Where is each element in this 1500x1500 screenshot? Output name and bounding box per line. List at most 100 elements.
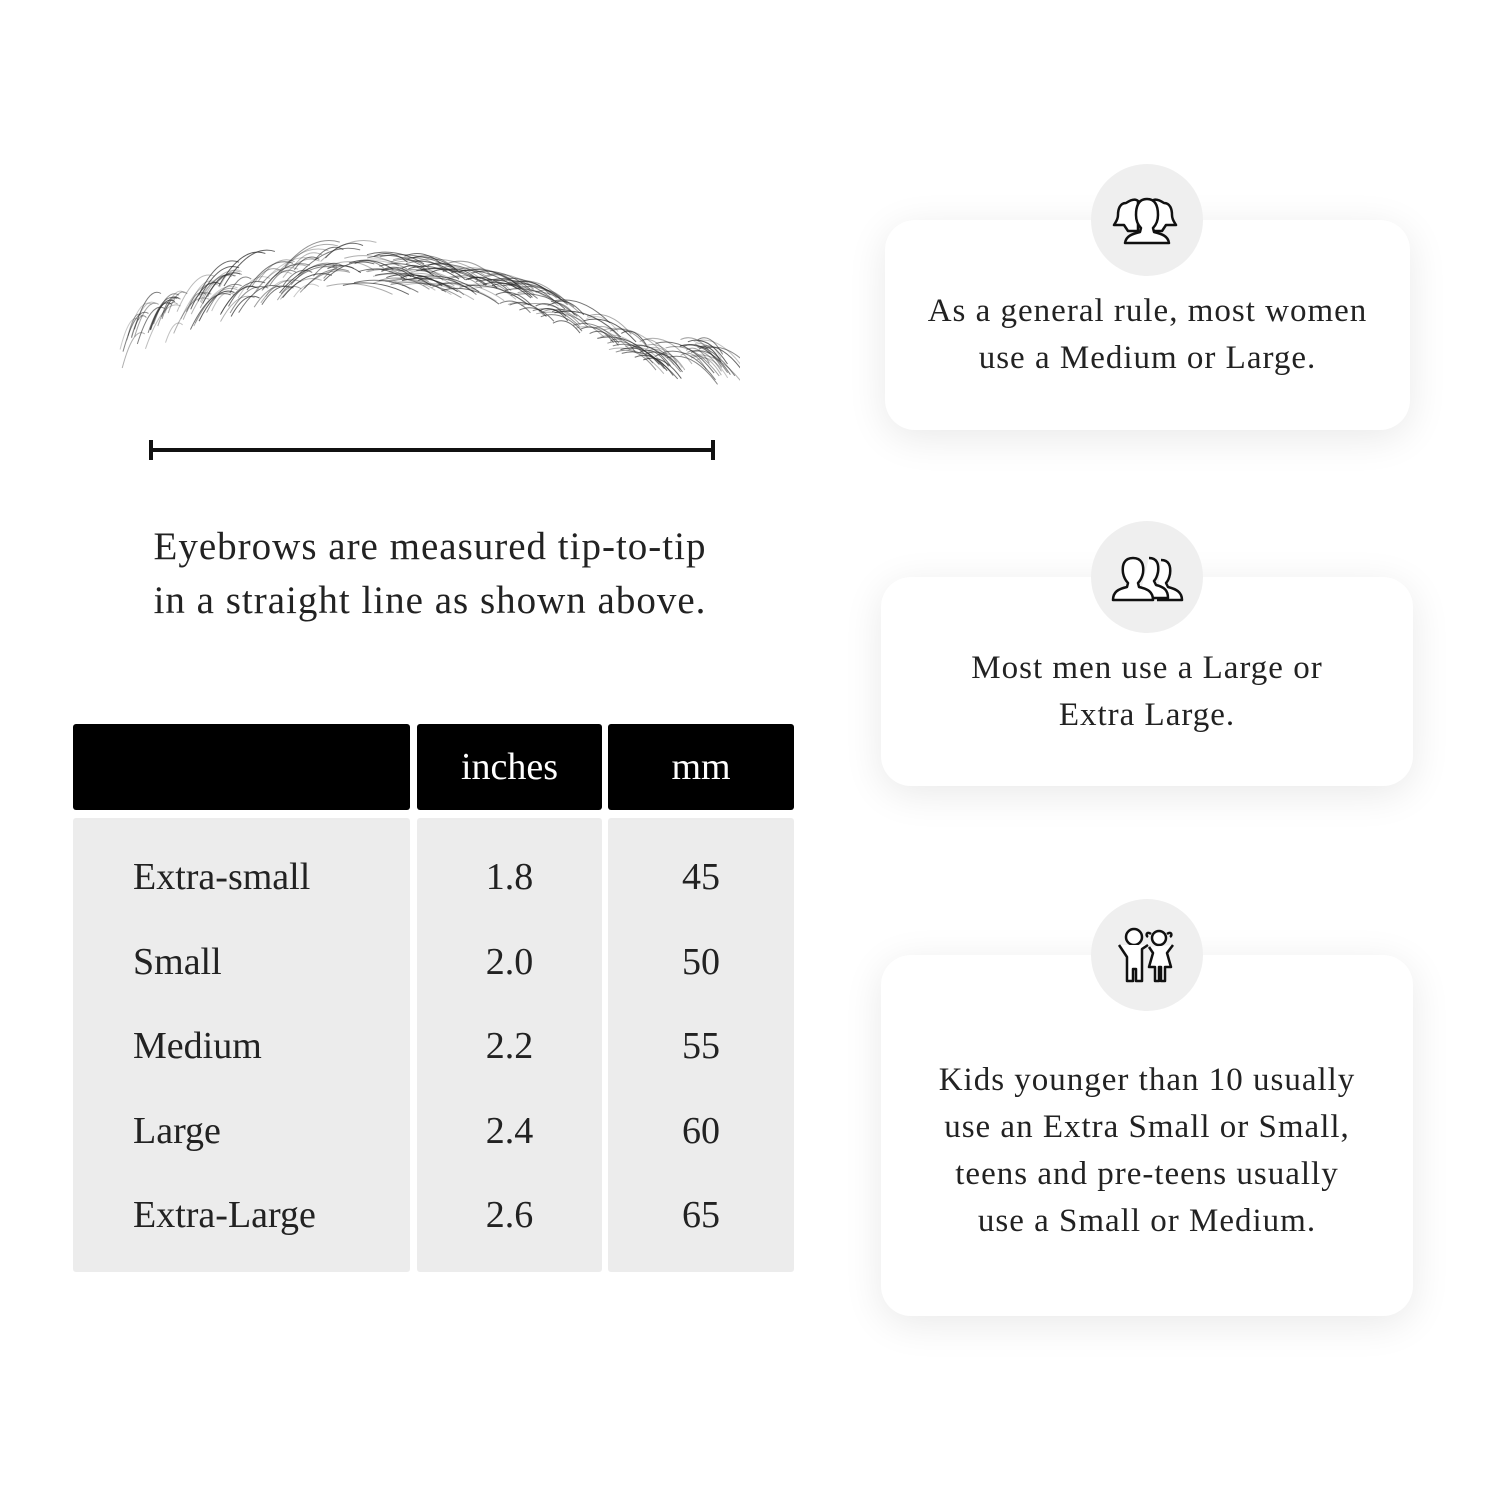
eyebrow-hair <box>261 263 311 291</box>
eyebrow-hair <box>493 277 562 301</box>
eyebrow-hair <box>134 302 159 337</box>
eyebrow-hair <box>353 279 419 293</box>
mm-value: 65 <box>682 1194 720 1236</box>
eyebrow-hair <box>465 276 498 289</box>
eyebrow-hair <box>131 315 147 339</box>
eyebrow-hair <box>643 344 678 363</box>
inches-column <box>417 818 602 1272</box>
eyebrow-hair <box>119 318 140 350</box>
eyebrow-hair <box>220 295 255 322</box>
caption-line: Eyebrows are measured tip-to-tip <box>153 525 707 568</box>
eyebrow-hair <box>186 292 207 313</box>
eyebrow-hair <box>645 351 683 373</box>
eyebrow-hair <box>503 283 575 308</box>
eyebrow-hair <box>495 291 532 306</box>
eyebrow-hair <box>265 280 293 297</box>
eyebrow-hair <box>656 352 686 371</box>
eyebrow-hair <box>696 357 729 379</box>
eyebrow-hair <box>408 265 460 280</box>
eyebrow-hair <box>190 293 231 330</box>
eyebrow-hair <box>441 287 500 305</box>
eyebrow-hair <box>253 267 299 295</box>
eyebrow-hair <box>436 282 477 295</box>
inches-value: 2.6 <box>485 1194 534 1236</box>
eyebrow-hair <box>372 273 440 288</box>
eyebrow-hair <box>126 302 153 341</box>
measurement-caption: Eyebrows are measured tip-to-tip in a st… <box>80 520 780 628</box>
eyebrow-hair <box>280 266 338 295</box>
eyebrow-hair <box>202 272 241 304</box>
eyebrow-hair <box>253 285 290 308</box>
eyebrow-hair <box>193 287 238 327</box>
eyebrow-hair <box>280 243 339 273</box>
mm-value: 50 <box>682 941 720 983</box>
eyebrow-hair <box>446 275 511 294</box>
eyebrow-hair <box>238 285 281 313</box>
eyebrow-hair <box>197 266 240 302</box>
eyebrow-hair <box>685 347 710 364</box>
eyebrow-hair <box>401 277 458 293</box>
inches-value: 1.8 <box>485 856 534 898</box>
eyebrow-hair <box>284 240 340 267</box>
eyebrow-hair <box>194 286 238 324</box>
eyebrow-hair <box>190 274 237 315</box>
eyebrow-hair <box>639 339 668 356</box>
eyebrow-hair <box>609 338 636 353</box>
eyebrow-hair <box>173 297 210 334</box>
mm-column <box>608 818 794 1272</box>
eyebrow-hair <box>639 349 669 367</box>
eyebrow-hair <box>389 278 447 293</box>
eyebrow-hair <box>260 279 302 304</box>
eyebrow-hair <box>415 258 487 277</box>
size-column <box>73 818 410 1272</box>
eyebrow-hair <box>607 340 654 364</box>
eyebrow-hair <box>354 260 413 273</box>
eyebrow-hair <box>279 264 338 294</box>
eyebrow-hair <box>690 350 731 375</box>
eyebrow-hair <box>536 311 605 338</box>
eyebrow-hair <box>487 273 534 290</box>
size-label: Medium <box>133 1025 262 1067</box>
eyebrow-hair <box>255 257 316 292</box>
measurement-line <box>149 440 715 460</box>
eyebrow-hair <box>405 256 457 270</box>
eyebrow-hair <box>313 262 343 277</box>
eyebrow-hair <box>265 271 292 288</box>
kids-icon <box>1091 899 1203 1011</box>
eyebrow-hair <box>391 280 452 296</box>
size-label: Small <box>133 941 222 983</box>
card-text: As a general rule, most women use a Medi… <box>927 293 1368 376</box>
eyebrow-hair <box>358 268 406 280</box>
mm-value: 60 <box>682 1110 720 1152</box>
eyebrow-hair <box>519 307 555 322</box>
eyebrow-hair <box>662 350 716 381</box>
eyebrow-hair <box>223 249 276 287</box>
eyebrow-hair <box>367 254 425 268</box>
eyebrow-hair <box>199 274 232 303</box>
eyebrow-hair <box>542 308 581 326</box>
eyebrow-hair <box>580 326 615 343</box>
size-label: Extra-Large <box>133 1194 316 1236</box>
eyebrow-hair <box>390 258 431 270</box>
eyebrow-hair <box>621 351 679 380</box>
eyebrow-hair <box>297 247 361 276</box>
eyebrow-hair <box>269 269 297 286</box>
eyebrow-hair <box>161 296 181 320</box>
eyebrow-hair <box>491 282 533 298</box>
mm-value: 55 <box>682 1025 720 1067</box>
eyebrow-hair <box>697 337 724 355</box>
eyebrow-hair <box>655 341 715 374</box>
eyebrow-hair <box>342 282 410 295</box>
eyebrow-hair <box>698 346 722 363</box>
eyebrow-hair <box>535 289 568 304</box>
eyebrow-hair <box>679 344 729 373</box>
eyebrow-hair <box>326 283 393 295</box>
eyebrow-hair <box>220 281 266 314</box>
eyebrow-hair <box>491 279 554 301</box>
caption-line: in a straight line as shown above. <box>153 579 707 622</box>
kids-card: Kids younger than 10 usually use an Extr… <box>881 955 1413 1316</box>
eyebrow-hair <box>690 355 722 376</box>
header-mm: mm <box>608 724 794 810</box>
eyebrow-hair <box>554 310 622 338</box>
eyebrow-hair <box>348 259 394 270</box>
